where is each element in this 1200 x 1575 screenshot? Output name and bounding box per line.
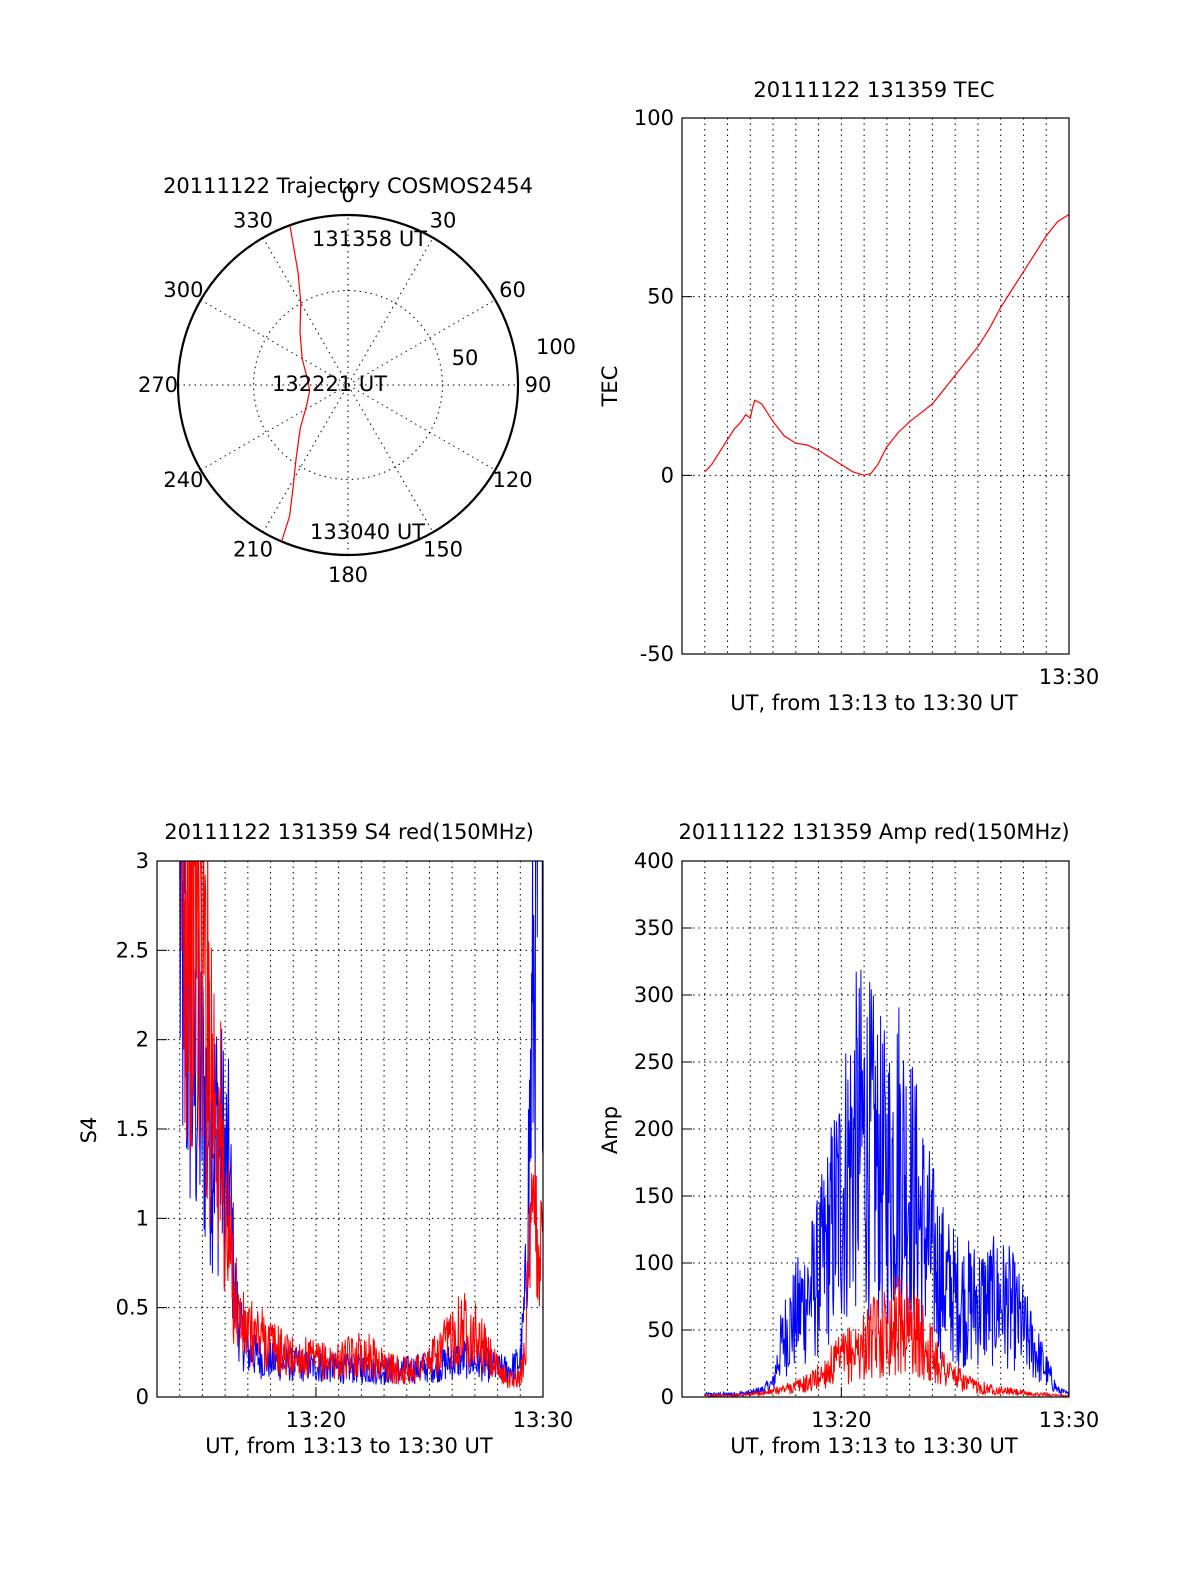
s4-y-tick-label: 0.5 xyxy=(116,1296,149,1320)
s4-y-tick-label: 0 xyxy=(136,1385,149,1409)
amp-y-tick-label: 350 xyxy=(634,916,674,940)
amp-y-tick-label: 400 xyxy=(634,849,674,873)
amp-x-tick-label: 13:30 xyxy=(1039,1408,1100,1432)
s4-y-axis-label: S4 xyxy=(77,1117,101,1144)
track-start-label: 131358 UT xyxy=(312,227,427,251)
track-mid-label: 132221 UT xyxy=(272,372,387,396)
amp-y-tick-label: 50 xyxy=(647,1318,674,1342)
track-end-label: 133040 UT xyxy=(310,520,425,544)
tec-title: 20111122 131359 TEC xyxy=(753,78,994,102)
s4-y-tick-label: 1.5 xyxy=(116,1117,149,1141)
s4-x-tick-label: 13:20 xyxy=(286,1408,347,1432)
amp-plot: 20111122 131359 Amp red(150MHz) Amp UT, … xyxy=(598,820,1099,1458)
tec-plot-frame xyxy=(681,117,1070,655)
amp-series-line xyxy=(704,969,1069,1397)
s4-y-tick-label: 2.5 xyxy=(116,938,149,962)
amp-title: 20111122 131359 Amp red(150MHz) xyxy=(678,820,1069,844)
tec-plot: 20111122 131359 TEC TEC UT, from 13:13 t… xyxy=(598,78,1099,715)
polar-angle-label: 300 xyxy=(163,278,203,302)
amp-y-tick-label: 200 xyxy=(634,1117,674,1141)
polar-angle-label: 330 xyxy=(233,208,273,232)
polar-angle-label: 30 xyxy=(430,208,457,232)
polar-radial-label: 50 xyxy=(452,346,479,370)
amp-y-tick-label: 300 xyxy=(634,983,674,1007)
trajectory-polar-plot: 20111122 Trajectory COSMOS2454 0 30 60 90 12… xyxy=(138,174,576,587)
amp-y-tick-label: 100 xyxy=(634,1251,674,1275)
tec-y-tick-label: 100 xyxy=(634,106,674,130)
polar-radial-label: 100 xyxy=(536,335,576,359)
s4-plot: 20111122 131359 S4 red(150MHz) S4 UT, fr… xyxy=(77,820,574,1458)
amp-series-line xyxy=(704,1275,1069,1397)
tec-y-tick-label: 50 xyxy=(647,285,674,309)
polar-angle-label: 120 xyxy=(492,468,532,492)
s4-series-line xyxy=(181,861,543,1389)
amp-x-axis-label: UT, from 13:13 to 13:30 UT xyxy=(730,1434,1018,1458)
polar-angle-label: 270 xyxy=(138,373,178,397)
s4-x-tick-label: 13:30 xyxy=(513,1408,574,1432)
s4-y-tick-label: 2 xyxy=(136,1028,149,1052)
trajectory-track xyxy=(281,225,311,542)
tec-y-tick-label: 0 xyxy=(661,463,674,487)
amp-y-tick-label: 150 xyxy=(634,1184,674,1208)
amp-x-tick-label: 13:20 xyxy=(811,1408,872,1432)
tec-x-tick-label: 13:30 xyxy=(1039,665,1100,689)
tec-y-axis-label: TEC xyxy=(598,366,622,408)
polar-outer-ring xyxy=(176,213,520,557)
amp-plot-frame xyxy=(681,860,1070,1398)
polar-angle-label: 0 xyxy=(341,183,354,207)
polar-angle-label: 150 xyxy=(423,538,463,562)
polar-angle-label: 60 xyxy=(499,278,526,302)
polar-angle-label: 240 xyxy=(163,468,203,492)
polar-title: 20111122 Trajectory COSMOS2454 xyxy=(163,174,533,198)
s4-x-axis-label: UT, from 13:13 to 13:30 UT xyxy=(205,1434,493,1458)
tec-x-axis-label: UT, from 13:13 to 13:30 UT xyxy=(730,691,1018,715)
polar-angle-labels: 0 30 60 90 120 150 180 210 240 270 300 330 50 100 xyxy=(138,183,576,587)
s4-plot-frame xyxy=(156,860,544,1398)
amp-y-tick-label: 250 xyxy=(634,1050,674,1074)
s4-y-tick-label: 3 xyxy=(136,849,149,873)
tec-y-tick-label: -50 xyxy=(640,642,674,666)
s4-y-tick-label: 1 xyxy=(136,1206,149,1230)
amp-y-tick-label: 0 xyxy=(661,1385,674,1409)
s4-title: 20111122 131359 S4 red(150MHz) xyxy=(164,820,534,844)
polar-angle-label: 210 xyxy=(233,538,273,562)
polar-angle-label: 90 xyxy=(525,373,552,397)
polar-grid xyxy=(178,215,518,555)
amp-y-axis-label: Amp xyxy=(598,1106,622,1154)
polar-angle-label: 180 xyxy=(328,563,368,587)
tec-series-line xyxy=(704,213,1069,476)
